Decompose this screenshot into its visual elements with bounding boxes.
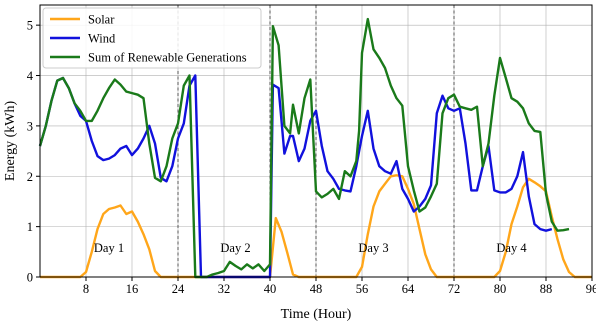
x-tick-label: 24 xyxy=(172,282,185,296)
x-tick-label: 32 xyxy=(218,282,231,296)
y-axis-label: Energy (kWh) xyxy=(3,101,18,182)
x-tick-label: 80 xyxy=(494,282,507,296)
y-tick-label: 5 xyxy=(27,19,33,33)
x-tick-label: 88 xyxy=(540,282,553,296)
series-line-sum-of-renewable-generations xyxy=(38,17,570,279)
legend: Solar Wind Sum of Renewable Generations xyxy=(42,7,262,69)
y-tick-label: 1 xyxy=(27,220,33,234)
legend-label: Wind xyxy=(88,32,116,46)
legend-label: Sum of Renewable Generations xyxy=(88,51,247,65)
x-tick-label: 40 xyxy=(264,282,277,296)
x-tick-label: 8 xyxy=(83,282,89,296)
x-tick-label: 72 xyxy=(448,282,461,296)
x-axis-ticks: 8 16 24 32 40 48 56 64 72 80 88 96 xyxy=(83,277,596,296)
day-label: Day 2 xyxy=(220,241,250,255)
day-label: Day 1 xyxy=(94,241,124,255)
y-tick-label: 2 xyxy=(27,170,33,184)
y-axis-ticks: 0 1 2 3 4 5 xyxy=(27,19,40,285)
x-tick-label: 48 xyxy=(310,282,323,296)
day-labels: Day 1 Day 2 Day 3 Day 4 xyxy=(94,241,527,255)
x-tick-label: 96 xyxy=(586,282,596,296)
legend-label: Solar xyxy=(88,13,115,27)
x-tick-label: 56 xyxy=(356,282,369,296)
x-tick-label: 16 xyxy=(126,282,139,296)
y-tick-label: 4 xyxy=(27,69,34,83)
x-axis-label: Time (Hour) xyxy=(281,307,352,322)
day-label: Day 3 xyxy=(358,241,388,255)
y-tick-label: 3 xyxy=(27,119,33,133)
day-label: Day 4 xyxy=(496,241,527,255)
y-tick-label: 0 xyxy=(27,271,33,285)
legend-box xyxy=(42,7,262,69)
x-tick-label: 64 xyxy=(402,282,415,296)
series-line-wind xyxy=(38,74,553,279)
